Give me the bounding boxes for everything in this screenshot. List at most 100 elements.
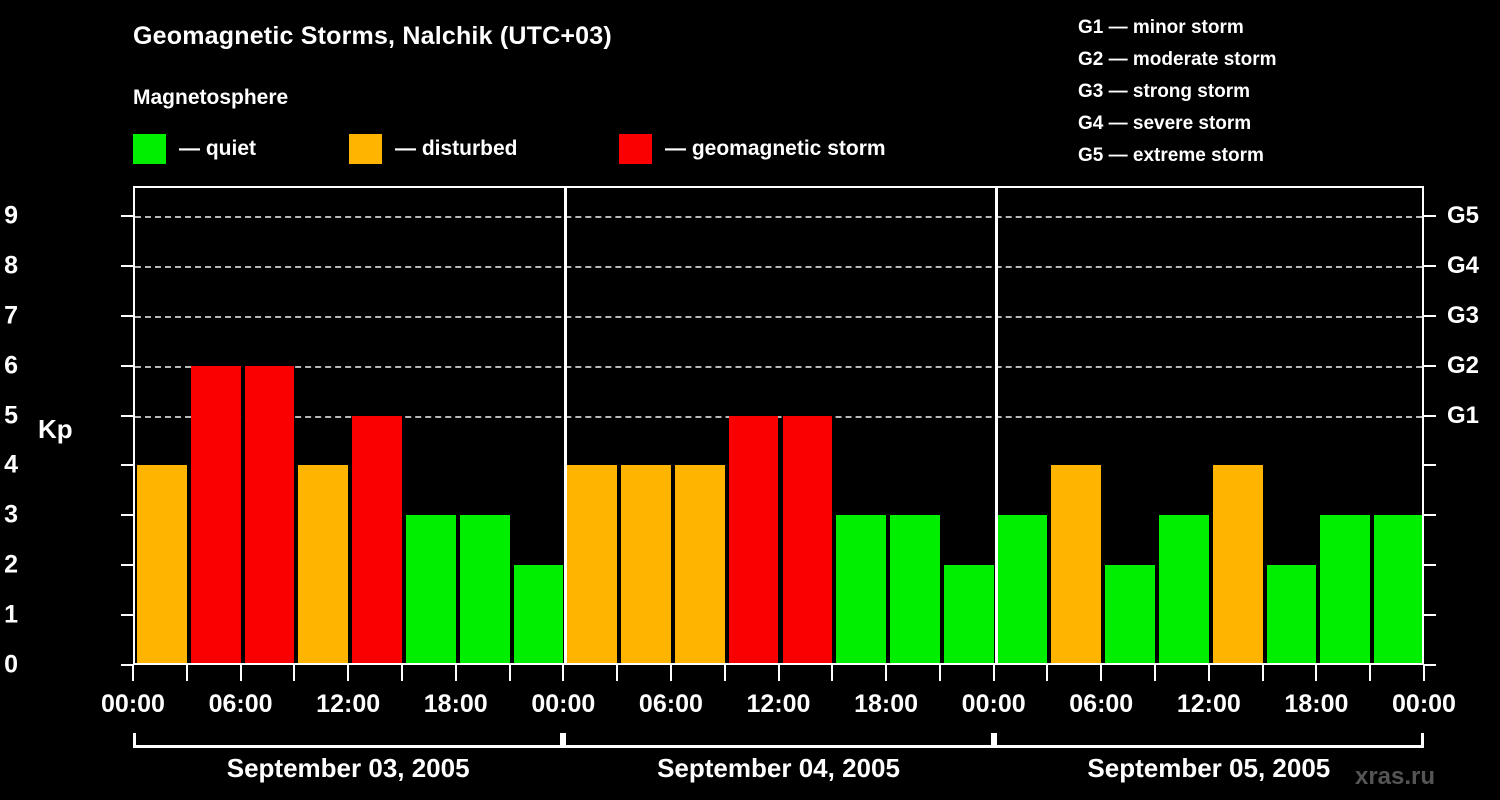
gridline-kp-7 xyxy=(135,315,1422,318)
x-tick-mark-22 xyxy=(1315,665,1318,681)
x-tick-label-3: 18:00 xyxy=(423,690,488,718)
day-bracket-3 xyxy=(993,733,1424,748)
x-tick-mark-12 xyxy=(777,665,780,681)
bar-17 xyxy=(1051,465,1102,663)
g-legend-row-4: G4 — severe storm xyxy=(1078,113,1252,134)
bar-2 xyxy=(244,365,295,663)
g-scale-legend: G1 — minor storm G2 — moderate storm G3 — … xyxy=(1078,12,1277,172)
bar-10 xyxy=(674,465,725,663)
g-legend-row-5: G5 — extreme storm xyxy=(1078,145,1264,166)
bar-9 xyxy=(621,465,671,663)
bar-1 xyxy=(190,365,241,663)
day-bracket-2 xyxy=(563,733,994,748)
x-tick-label-9: 06:00 xyxy=(1069,690,1134,718)
legend-swatch-geomagnetic-storm xyxy=(619,134,652,164)
bar-6 xyxy=(459,515,510,663)
x-tick-label-12: 00:00 xyxy=(1392,690,1456,718)
day-bracket-1 xyxy=(133,733,564,748)
bar-11 xyxy=(728,415,779,663)
g-tick-mark-kp-2 xyxy=(1424,564,1436,567)
x-tick-mark-15 xyxy=(938,665,941,681)
day-separator xyxy=(564,188,568,663)
bar-13 xyxy=(836,515,887,663)
x-tick-label-0: 00:00 xyxy=(101,690,165,718)
y-tick-mark-8 xyxy=(121,264,133,267)
g-legend-row-3: G3 — strong storm xyxy=(1078,81,1251,102)
gridline-kp-5 xyxy=(135,415,1422,418)
y-tick-mark-4 xyxy=(121,464,133,467)
x-tick-mark-11 xyxy=(723,665,726,681)
y-tick-label-1: 1 xyxy=(4,600,18,629)
gridline-kp-6 xyxy=(135,365,1422,368)
legend-swatch-quiet xyxy=(133,134,166,164)
bar-23 xyxy=(1374,515,1422,663)
y-tick-label-5: 5 xyxy=(4,401,18,430)
watermark: xras.ru xyxy=(1354,763,1436,790)
y-tick-label-4: 4 xyxy=(4,450,18,479)
bar-22 xyxy=(1320,515,1371,663)
y-tick-mark-7 xyxy=(121,314,133,317)
bar-12 xyxy=(782,415,833,663)
x-tick-mark-16 xyxy=(992,665,995,681)
x-tick-label-2: 12:00 xyxy=(316,690,381,718)
bar-20 xyxy=(1212,465,1263,663)
x-tick-mark-10 xyxy=(669,665,672,681)
x-tick-mark-4 xyxy=(347,665,350,681)
chart-subtitle: Magnetosphere xyxy=(133,86,289,109)
day-label-3: September 05, 2005 xyxy=(1087,753,1331,783)
bar-3 xyxy=(298,465,349,663)
g-tick-mark-kp-8 xyxy=(1424,264,1436,267)
x-tick-mark-18 xyxy=(1100,665,1103,681)
x-tick-mark-17 xyxy=(1046,665,1049,681)
x-tick-mark-6 xyxy=(454,665,457,681)
gridline-kp-9 xyxy=(135,215,1422,218)
x-tick-mark-5 xyxy=(400,665,403,681)
plot-area xyxy=(133,186,1424,665)
x-tick-mark-23 xyxy=(1369,665,1372,681)
legend-swatch-disturbed xyxy=(349,134,382,164)
g-tick-label-G4: G4 xyxy=(1447,251,1480,279)
y-tick-label-2: 2 xyxy=(4,550,18,579)
legend-label-disturbed: — disturbed xyxy=(395,137,518,160)
x-tick-mark-3 xyxy=(293,665,296,681)
g-tick-label-G5: G5 xyxy=(1447,201,1480,229)
y-tick-mark-3 xyxy=(121,514,133,517)
g-tick-mark-kp-6 xyxy=(1424,364,1436,367)
x-tick-label-1: 06:00 xyxy=(208,690,273,718)
g-tick-mark-kp-0 xyxy=(1424,664,1436,666)
y-tick-mark-0 xyxy=(121,664,133,666)
bar-7 xyxy=(513,565,564,663)
bar-5 xyxy=(405,515,456,663)
legend-entry-disturbed: — disturbed xyxy=(349,133,518,165)
bar-4 xyxy=(352,415,402,663)
g-tick-mark-kp-1 xyxy=(1424,614,1436,617)
g-legend-row-1: G1 — minor storm xyxy=(1078,17,1244,38)
legend-label-geomagnetic-storm: — geomagnetic storm xyxy=(665,137,886,160)
x-tick-mark-20 xyxy=(1207,665,1210,681)
x-tick-mark-1 xyxy=(185,665,188,681)
x-tick-label-6: 12:00 xyxy=(746,690,811,718)
y-tick-label-9: 9 xyxy=(4,201,18,230)
y-tick-mark-9 xyxy=(121,214,133,217)
g-tick-mark-kp-3 xyxy=(1424,514,1436,517)
day-label-2: September 04, 2005 xyxy=(657,753,900,783)
legend-label-quiet: — quiet xyxy=(179,137,256,160)
g-tick-mark-kp-7 xyxy=(1424,314,1436,317)
y-tick-mark-6 xyxy=(121,364,133,367)
x-tick-label-11: 18:00 xyxy=(1284,690,1349,718)
g-tick-mark-kp-9 xyxy=(1424,214,1436,217)
bar-19 xyxy=(1159,515,1209,663)
x-tick-mark-7 xyxy=(508,665,511,681)
x-tick-label-10: 12:00 xyxy=(1176,690,1241,718)
bar-18 xyxy=(1105,565,1156,663)
x-tick-mark-19 xyxy=(1154,665,1157,681)
day-separator xyxy=(994,188,998,663)
y-tick-mark-2 xyxy=(121,564,133,567)
x-tick-label-5: 06:00 xyxy=(638,690,703,718)
x-tick-mark-2 xyxy=(239,665,242,681)
x-tick-mark-13 xyxy=(831,665,834,681)
y-tick-label-6: 6 xyxy=(4,351,18,380)
x-tick-mark-14 xyxy=(885,665,888,681)
x-tick-mark-24 xyxy=(1423,665,1425,681)
x-tick-mark-8 xyxy=(562,665,565,681)
